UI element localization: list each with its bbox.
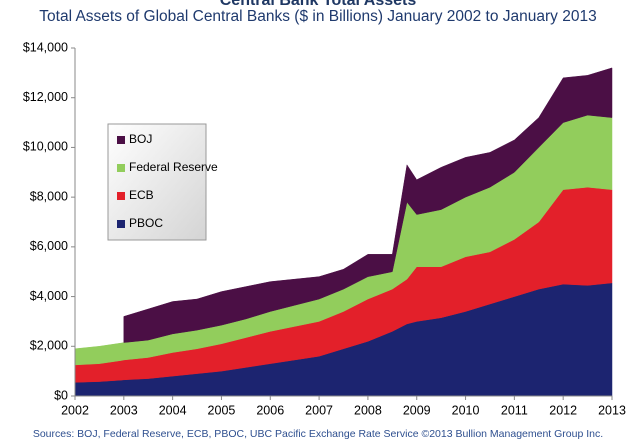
y-tick-label: $14,000 — [23, 40, 68, 54]
x-tick-label: 2011 — [501, 403, 528, 417]
x-tick-label: 2004 — [159, 403, 187, 417]
source-note: Sources: BOJ, Federal Reserve, ECB, PBOC… — [33, 428, 603, 440]
legend-label: Federal Reserve — [129, 160, 218, 174]
legend-label: PBOC — [129, 216, 163, 230]
legend-swatch — [117, 136, 125, 144]
x-tick-label: 2002 — [61, 403, 89, 417]
y-tick-label: $12,000 — [23, 90, 68, 104]
x-tick-label: 2006 — [256, 403, 284, 417]
y-tick-label: $10,000 — [23, 140, 68, 154]
x-tick-label: 2012 — [549, 403, 577, 417]
legend-swatch — [117, 164, 125, 172]
area — [123, 67, 613, 343]
chart-subtitle: Total Assets of Global Central Banks ($ … — [39, 8, 596, 25]
y-tick-label: $0 — [54, 388, 68, 402]
x-tick-label: 2003 — [110, 403, 138, 417]
x-tick-label: 2005 — [208, 403, 236, 417]
x-tick-label: 2008 — [354, 403, 382, 417]
legend-label: ECB — [129, 188, 154, 202]
legend-label: BOJ — [129, 132, 152, 146]
x-tick-label: 2010 — [452, 403, 480, 417]
y-tick-label: $8,000 — [30, 189, 68, 203]
x-tick-label: 2009 — [403, 403, 431, 417]
legend-swatch — [117, 192, 125, 200]
x-tick-label: 2007 — [305, 403, 333, 417]
legend-swatch — [117, 220, 125, 228]
chart-title: Central Bank Total Assets — [220, 0, 417, 9]
x-tick-label: 2013 — [598, 403, 626, 417]
y-tick-label: $6,000 — [30, 239, 68, 253]
y-tick-label: $4,000 — [30, 289, 68, 303]
y-tick-label: $2,000 — [30, 339, 68, 353]
